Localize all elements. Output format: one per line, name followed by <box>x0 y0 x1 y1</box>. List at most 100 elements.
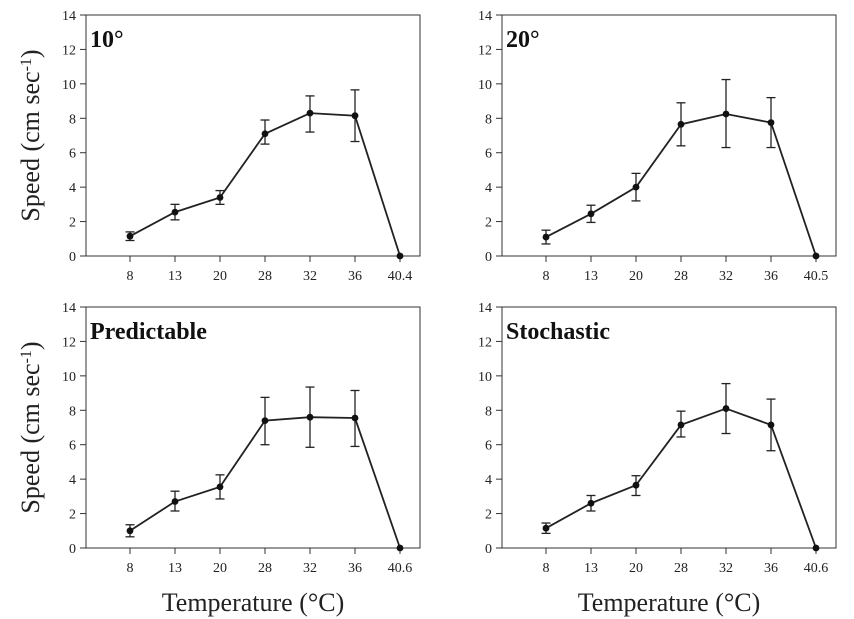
y-tick-label: 14 <box>62 9 76 24</box>
x-tick-label: 40.6 <box>388 561 413 576</box>
x-tick-label: 13 <box>584 269 598 284</box>
y-axis-title: Speed (cm sec-1) <box>16 49 45 221</box>
panel-label: 10° <box>90 27 124 53</box>
y-tick-label: 12 <box>62 335 76 350</box>
data-point <box>396 252 404 260</box>
x-tick-label: 8 <box>127 561 134 576</box>
x-tick-label: 36 <box>348 561 362 576</box>
x-tick-label: 40.4 <box>388 269 413 284</box>
y-axis-title-superscript: -1 <box>18 350 35 363</box>
y-tick-label: 0 <box>69 542 76 557</box>
data-point <box>261 130 269 138</box>
data-point <box>351 414 359 422</box>
y-tick-label: 14 <box>62 301 76 316</box>
panel-predictable: 0 2 4 6 8 10 12 14 8 13 20 28 32 36 40.6 Predictable Spe… <box>16 301 421 617</box>
x-tick-label: 28 <box>258 269 272 284</box>
y-tick-label: 10 <box>62 370 76 385</box>
y-axis-title: Speed (cm sec-1) <box>16 341 45 513</box>
y-axis-title-main: Speed (cm sec <box>16 71 45 221</box>
x-tick-label: 8 <box>127 269 134 284</box>
y-axis-title-superscript: -1 <box>18 58 35 71</box>
x-tick-label: 32 <box>303 269 317 284</box>
data-point <box>216 194 224 201</box>
plot-frame <box>85 14 421 257</box>
x-tick-label: 13 <box>584 561 598 576</box>
data-point <box>632 481 640 489</box>
data-point <box>632 183 640 191</box>
data-point <box>587 499 595 507</box>
y-axis-title-main: Speed (cm sec <box>16 363 45 513</box>
y-tick-label: 6 <box>485 439 492 454</box>
y-tick-label: 6 <box>485 147 492 162</box>
panel-label: Predictable <box>90 319 207 345</box>
x-tick-label: 8 <box>543 561 550 576</box>
data-point <box>261 417 269 425</box>
x-tick-label: 32 <box>303 561 317 576</box>
data-point <box>171 208 179 216</box>
panel-label: Stochastic <box>506 319 610 345</box>
x-tick-label: 28 <box>674 561 688 576</box>
data-point <box>722 110 730 118</box>
data-point <box>767 421 775 429</box>
data-point <box>722 405 730 412</box>
x-tick-label: 20 <box>213 561 227 576</box>
data-point <box>812 544 820 552</box>
data-point <box>171 498 179 505</box>
x-tick-label: 36 <box>764 561 778 576</box>
plot-frame <box>501 14 837 257</box>
x-axis-title: Temperature (°C) <box>578 588 761 617</box>
y-tick-label: 0 <box>485 250 492 265</box>
x-tick-label: 8 <box>543 269 550 284</box>
y-axis-title-close: ) <box>16 341 45 350</box>
y-tick-label: 8 <box>485 112 492 127</box>
data-point <box>306 109 314 117</box>
y-tick-label: 14 <box>478 9 492 24</box>
x-tick-label: 28 <box>258 561 272 576</box>
data-point <box>767 119 775 126</box>
data-point <box>216 483 224 491</box>
y-tick-label: 12 <box>478 43 492 58</box>
y-tick-label: 0 <box>485 542 492 557</box>
x-tick-label: 36 <box>348 269 362 284</box>
y-tick-label: 2 <box>485 508 492 523</box>
data-point <box>126 232 134 240</box>
data-point <box>677 421 685 429</box>
y-tick-label: 8 <box>69 404 76 419</box>
y-tick-label: 2 <box>69 216 76 231</box>
data-point <box>396 544 404 552</box>
y-tick-label: 12 <box>478 335 492 350</box>
y-tick-label: 4 <box>69 181 76 196</box>
x-tick-label: 20 <box>629 269 643 284</box>
x-tick-label: 40.6 <box>804 561 829 576</box>
y-tick-label: 6 <box>69 147 76 162</box>
data-point <box>587 210 595 218</box>
data-point <box>542 524 550 532</box>
x-tick-label: 13 <box>168 269 182 284</box>
plot-frame <box>501 306 837 549</box>
y-tick-label: 10 <box>478 370 492 385</box>
panel-10-degrees: 0 2 4 6 8 10 12 14 8 13 20 28 32 36 40.4 10° Speed (cm s… <box>16 9 421 284</box>
data-point <box>677 120 685 128</box>
y-tick-label: 4 <box>485 181 492 196</box>
y-tick-label: 12 <box>62 43 76 58</box>
y-tick-label: 0 <box>69 250 76 265</box>
x-tick-label: 36 <box>764 269 778 284</box>
y-tick-label: 10 <box>478 78 492 93</box>
data-point <box>812 252 820 260</box>
data-point <box>306 413 314 421</box>
y-tick-label: 2 <box>69 508 76 523</box>
x-tick-label: 32 <box>719 561 733 576</box>
panel-label: 20° <box>506 27 540 53</box>
data-point <box>542 233 550 241</box>
y-tick-label: 6 <box>69 439 76 454</box>
plot-frame <box>85 306 421 549</box>
x-tick-label: 32 <box>719 269 733 284</box>
y-tick-label: 2 <box>485 216 492 231</box>
x-tick-label: 13 <box>168 561 182 576</box>
x-tick-label: 20 <box>213 269 227 284</box>
x-tick-label: 40.5 <box>804 269 829 284</box>
panel-stochastic: 0 2 4 6 8 10 12 14 8 13 20 28 32 36 40.6 Stochastic Temp… <box>478 301 837 617</box>
data-point <box>351 112 359 120</box>
y-tick-label: 8 <box>69 112 76 127</box>
